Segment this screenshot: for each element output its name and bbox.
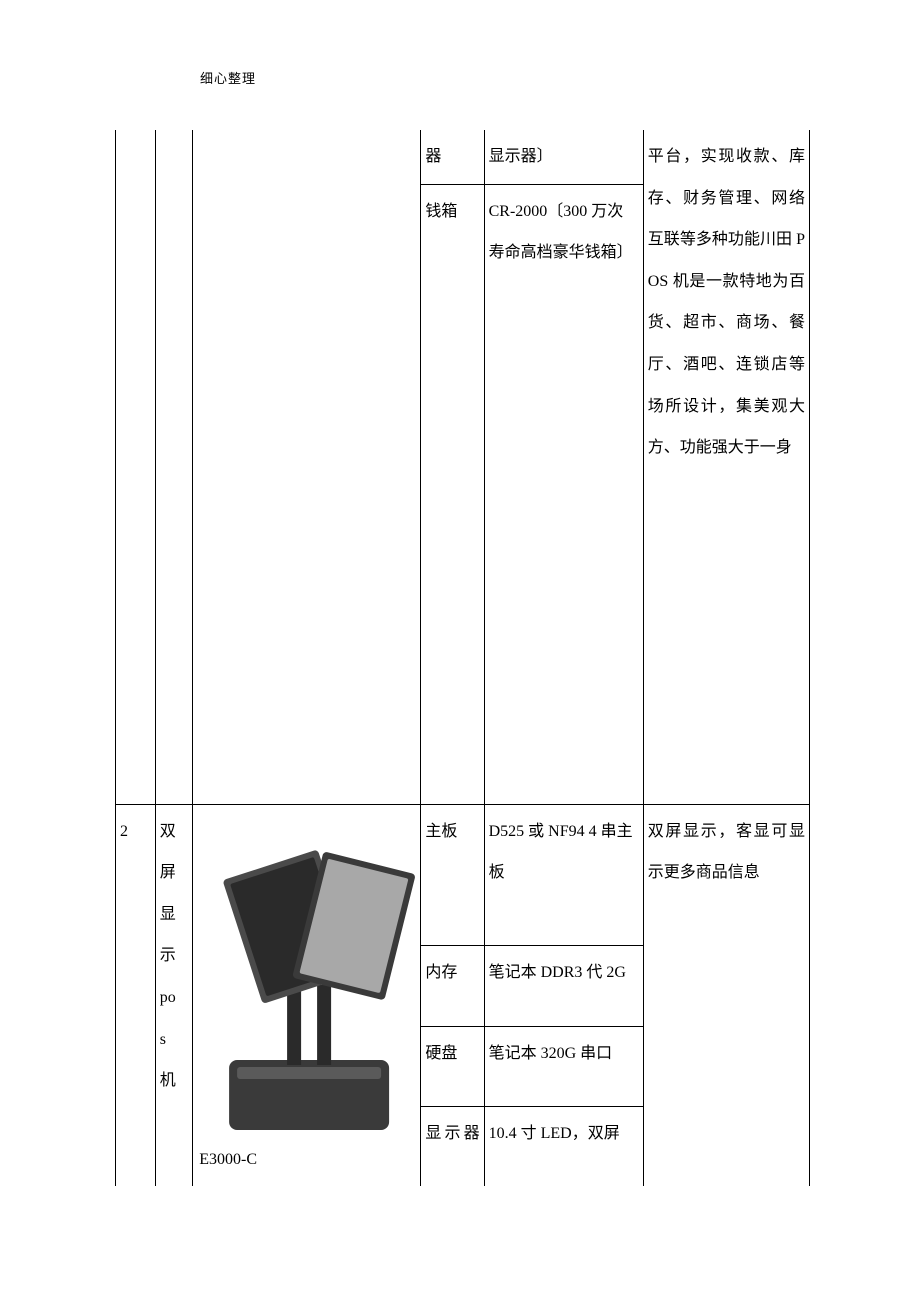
row1-index-cell — [116, 130, 156, 804]
row2-spec1-value: 笔记本 DDR3 代 2G — [484, 946, 643, 1026]
row2-spec3-label: 显示器 — [421, 1107, 484, 1187]
row1-name-cell — [155, 130, 192, 804]
row2-model-caption: E3000-C — [193, 1135, 420, 1187]
row2-name-char: 显 — [160, 894, 176, 936]
spec-table: 器 显示器〕 平台，实现收款、库存、财务管理、网络互联等多种功能川田 POS 机… — [115, 130, 810, 1186]
row2-name-char: 屏 — [160, 852, 176, 894]
row2-spec2-label: 硬盘 — [421, 1026, 484, 1106]
row2-name: 双屏显示pos机 — [155, 804, 192, 1186]
row1-image-cell — [193, 130, 421, 804]
row2-spec2-value: 笔记本 320G 串口 — [484, 1026, 643, 1106]
row2-desc: 双屏显示，客显可显示更多商品信息 — [643, 804, 809, 1186]
row2-image-cell: E3000-C — [193, 804, 421, 1186]
row2-name-char: 机 — [160, 1060, 176, 1102]
row2-spec1-label: 内存 — [421, 946, 484, 1026]
row1-spec2-value: CR-2000〔300 万次寿命高档豪华钱箱〕 — [484, 184, 643, 804]
row1-desc: 平台，实现收款、库存、财务管理、网络互联等多种功能川田 POS 机是一款特地为百… — [643, 130, 809, 804]
row2-index: 2 — [116, 804, 156, 1186]
row2-spec0-value: D525 或 NF94 4 串主板 — [484, 804, 643, 946]
row2-name-char: s — [160, 1019, 166, 1061]
row1-spec1-value: 显示器〕 — [484, 130, 643, 184]
row2-name-char: 示 — [160, 935, 176, 977]
page-header-label: 细心整理 — [200, 68, 256, 87]
pos-device-icon — [193, 805, 420, 1135]
row1-spec2-label: 钱箱 — [421, 184, 484, 804]
pos-device-image — [193, 805, 420, 1135]
row2-spec0-label: 主板 — [421, 804, 484, 946]
row2-spec3-value: 10.4 寸 LED，双屏 — [484, 1107, 643, 1187]
row1-spec1-label: 器 — [421, 130, 484, 184]
row2-name-char: 双 — [160, 811, 176, 853]
row2-name-char: po — [160, 977, 176, 1019]
